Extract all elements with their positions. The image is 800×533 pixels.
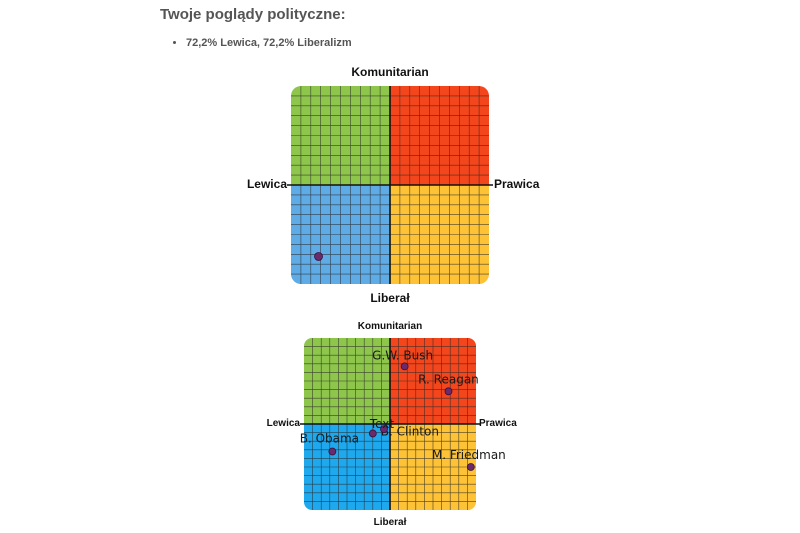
compass-chart-2: Komunitarian Liberał Lewica Prawica G.W. Bus… (267, 321, 518, 528)
point-label-g-w-bush: G.W. Bush (372, 348, 433, 362)
result-list: 72,2% Lewica, 72,2% Liberalizm (172, 37, 352, 49)
label-right: Prawica (479, 418, 517, 429)
compass-quadrants (291, 86, 489, 284)
point-label-b-obama: B. Obama (300, 432, 359, 446)
compass-chart-1: Komunitarian Liberał Lewica Prawica (247, 65, 540, 305)
point-label-b-clinton: B. Clinton (381, 424, 439, 438)
point-label-r-reagan: R. Reagan (418, 372, 479, 386)
data-point-b-clinton (368, 429, 377, 438)
page-heading: Twoje poglądy polityczne: (160, 6, 346, 23)
data-point-m-friedman (466, 463, 475, 471)
label-right: Prawica (494, 177, 540, 191)
label-bottom: Liberał (370, 291, 410, 305)
label-top: Komunitarian (358, 321, 422, 332)
label-left: Lewica (267, 418, 301, 429)
point-label-text: Text (369, 417, 395, 431)
label-left: Lewica (247, 177, 287, 191)
data-point-you (314, 252, 323, 261)
data-point-g-w-bush (400, 362, 409, 371)
point-label-m-friedman: M. Friedman (432, 448, 506, 462)
data-point-r-reagan (444, 387, 453, 396)
result-item: 72,2% Lewica, 72,2% Liberalizm (186, 37, 352, 49)
label-bottom: Liberał (374, 517, 407, 528)
data-point-text (380, 425, 388, 434)
label-top: Komunitarian (351, 65, 428, 79)
compass-quadrants (304, 338, 476, 510)
data-point-b-obama (328, 447, 337, 456)
